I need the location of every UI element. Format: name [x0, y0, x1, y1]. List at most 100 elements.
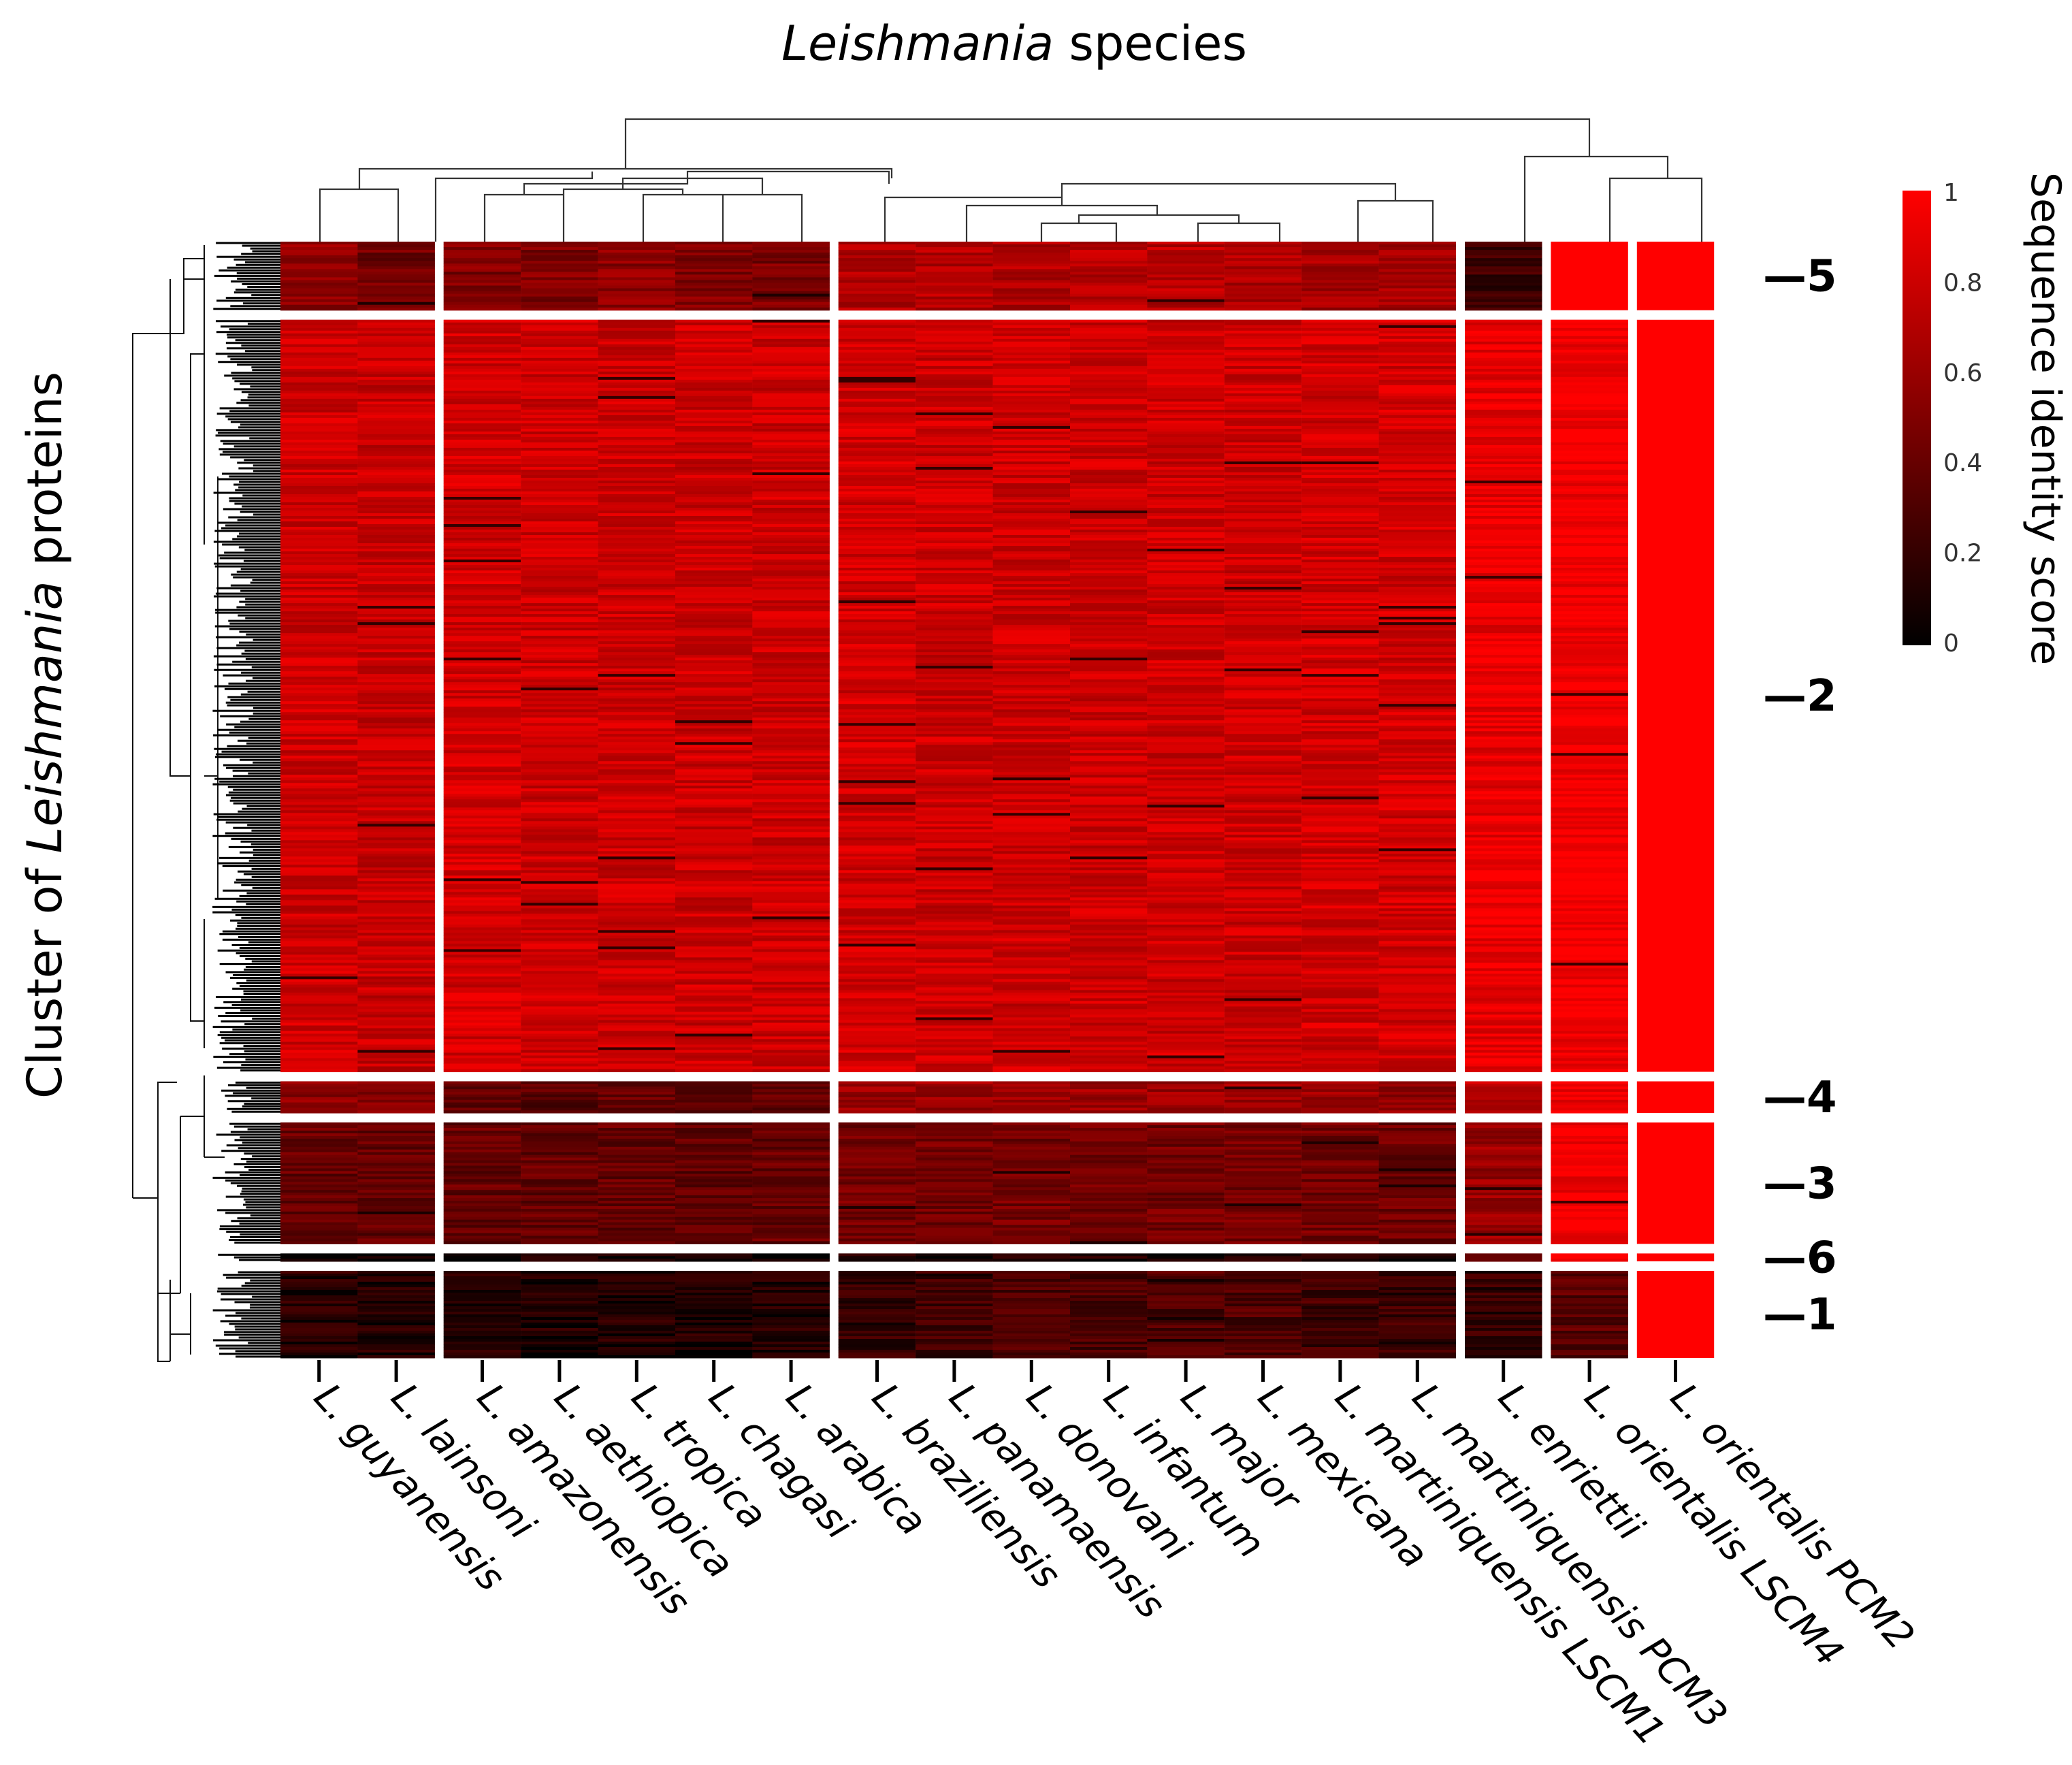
heatmap-strip [752, 488, 830, 492]
heatmap-strip [1070, 753, 1148, 756]
heatmap-strip [280, 864, 358, 868]
heatmap-strip [357, 527, 435, 530]
heatmap-strip [752, 499, 830, 503]
heatmap-strip [1301, 941, 1379, 944]
heatmap-strip [1378, 655, 1456, 658]
heatmap-strip [280, 941, 358, 944]
heatmap-strip [838, 415, 916, 419]
heatmap-strip [752, 250, 830, 253]
heatmap-strip [1147, 280, 1225, 283]
heatmap-strip [598, 573, 675, 577]
heatmap-strip [1378, 546, 1456, 549]
heatmap-strip [752, 933, 830, 936]
heatmap-strip [1378, 436, 1456, 440]
heatmap-strip [280, 606, 358, 609]
heatmap-strip [916, 302, 993, 306]
heatmap-strip [280, 346, 358, 351]
heatmap-strip [1224, 649, 1302, 653]
heatmap-strip [916, 889, 993, 892]
heatmap-strip [1378, 272, 1456, 275]
heatmap-strip [598, 250, 675, 253]
heatmap-strip [675, 1028, 753, 1032]
heatmap-strip [838, 527, 916, 530]
heatmap-strip [1301, 731, 1379, 734]
heatmap-strip [1070, 851, 1148, 854]
heatmap-strip [1147, 908, 1225, 911]
heatmap-strip [521, 1052, 598, 1056]
heatmap-strip [1070, 1031, 1148, 1035]
heatmap-strip [1070, 371, 1148, 375]
heatmap-strip [1147, 900, 1225, 903]
heatmap-strip [675, 488, 753, 492]
heatmap-strip [280, 745, 358, 748]
heatmap-strip [1301, 734, 1379, 737]
heatmap-strip [598, 873, 675, 876]
heatmap-strip [916, 698, 993, 702]
heatmap-strip [838, 943, 916, 947]
heatmap-strip [675, 682, 753, 685]
heatmap-strip [916, 379, 993, 383]
heatmap-strip [521, 330, 598, 334]
heatmap-strip [598, 385, 675, 389]
heatmap-strip [1147, 854, 1225, 857]
heatmap-strip [752, 527, 830, 530]
heatmap-strip [598, 889, 675, 892]
heatmap-strip [675, 1033, 753, 1037]
heatmap-strip [443, 322, 521, 326]
heatmap-strip [1224, 499, 1302, 503]
heatmap-strip [916, 1039, 993, 1043]
heatmap-strip [1070, 894, 1148, 898]
heatmap-strip [838, 562, 916, 566]
heatmap-strip [357, 674, 435, 677]
heatmap-strip [443, 777, 521, 781]
heatmap-strip [675, 521, 753, 525]
heatmap-strip [752, 428, 830, 432]
heatmap-strip [838, 1020, 916, 1024]
heatmap-strip [752, 998, 830, 1002]
heatmap-strip [838, 687, 916, 691]
heatmap-strip [443, 1041, 521, 1046]
heatmap-strip [598, 266, 675, 270]
heatmap-strip [1147, 707, 1225, 710]
heatmap-strip [992, 641, 1070, 645]
heatmap-strip [521, 469, 598, 473]
heatmap-strip [916, 736, 993, 740]
heatmap-strip [1301, 799, 1379, 803]
heatmap-strip [992, 242, 1070, 245]
heatmap-strip [916, 761, 993, 764]
heatmap-strip [598, 516, 675, 519]
heatmap-strip [357, 660, 435, 664]
heatmap-strip [838, 606, 916, 609]
heatmap-strip [1378, 409, 1456, 413]
heatmap-strip [1070, 837, 1148, 841]
heatmap-strip [1147, 995, 1225, 999]
heatmap-strip [1378, 693, 1456, 696]
heatmap-strip [752, 1033, 830, 1037]
heatmap-strip [1070, 336, 1148, 340]
heatmap-strip [1070, 682, 1148, 685]
heatmap-strip [443, 976, 521, 979]
heatmap-strip [675, 990, 753, 994]
heatmap-strip [1070, 579, 1148, 582]
heatmap-strip [443, 952, 521, 955]
heatmap-strip [1378, 589, 1456, 593]
heatmap-strip [598, 352, 675, 356]
heatmap-strip [992, 987, 1070, 991]
heatmap-strip [280, 242, 358, 245]
heatmap-strip [1224, 786, 1302, 789]
heatmap-strip [992, 466, 1070, 470]
heatmap-strip [1378, 674, 1456, 677]
heatmap-strip [838, 859, 916, 862]
heatmap-strip [838, 796, 916, 800]
heatmap-strip [1301, 943, 1379, 947]
heatmap-strip [1378, 636, 1456, 639]
heatmap-strip [916, 282, 993, 286]
heatmap-strip [992, 507, 1070, 511]
heatmap-strip [838, 524, 916, 528]
heatmap-strip [1301, 285, 1379, 289]
heatmap-strip [992, 832, 1070, 835]
heatmap-strip [443, 625, 521, 628]
heatmap-strip [443, 469, 521, 473]
heatmap-strip [675, 864, 753, 868]
heatmap-strip [838, 261, 916, 264]
